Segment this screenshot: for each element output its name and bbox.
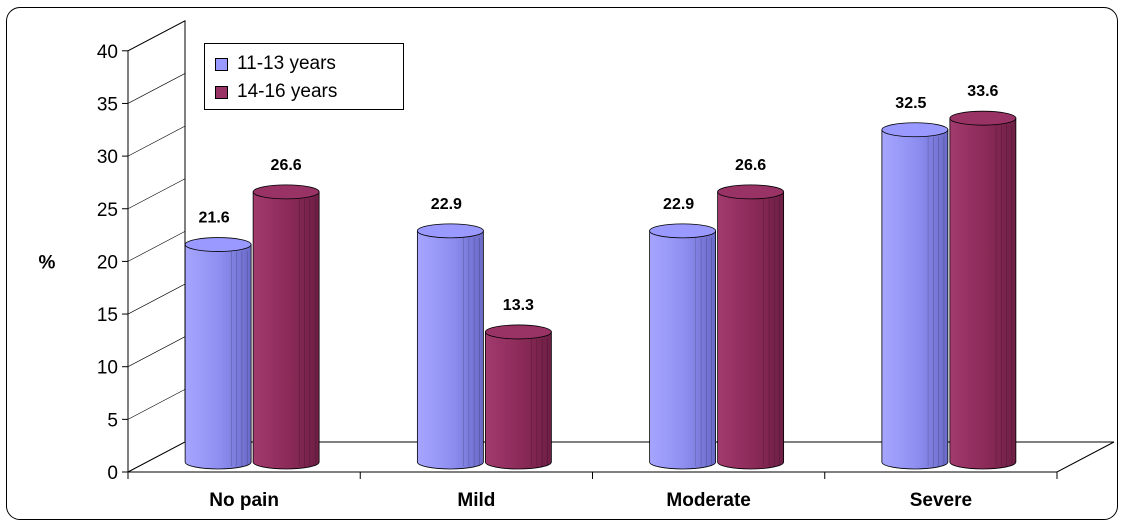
- bar-top: [949, 110, 1017, 126]
- y-depth-tick: [127, 336, 186, 367]
- bar-top: [717, 184, 785, 200]
- bar: [416, 223, 484, 470]
- y-depth-tick: [127, 125, 186, 157]
- bar-top: [484, 324, 552, 340]
- y-depth-tick: [127, 231, 186, 262]
- bar-top: [649, 223, 717, 239]
- data-label: 32.5: [895, 95, 926, 112]
- bar-body: [649, 230, 717, 470]
- data-label: 22.9: [431, 196, 462, 213]
- bar: [252, 184, 320, 470]
- bar-body: [184, 244, 252, 470]
- bar-top: [416, 223, 484, 239]
- bar-body: [484, 331, 552, 470]
- data-label: 13.3: [503, 297, 534, 314]
- y-tick-label: 5: [107, 410, 118, 431]
- bar-body: [252, 191, 320, 470]
- legend-item-series-1: 14-16 years: [215, 80, 337, 104]
- y-tick-label: 0: [107, 463, 118, 484]
- legend-swatch-series-1: [215, 85, 228, 99]
- bar: [484, 324, 552, 470]
- y-depth-tick: [127, 73, 186, 104]
- bar-body: [416, 230, 484, 470]
- legend-label-series-1: 14-16 years: [237, 81, 338, 102]
- bar-body: [717, 191, 785, 470]
- data-label: 26.6: [735, 157, 766, 174]
- data-label: 26.6: [271, 157, 302, 174]
- y-tick-label: 20: [97, 252, 118, 273]
- y-tick-label: 35: [97, 94, 118, 115]
- y-depth-tick: [127, 389, 186, 420]
- bar: [717, 184, 785, 470]
- bars: [184, 110, 1017, 470]
- bar: [184, 237, 252, 470]
- x-category-label: Mild: [457, 490, 495, 511]
- x-category-label: Severe: [910, 490, 972, 511]
- y-axis-label: %: [39, 252, 56, 273]
- bar-top: [252, 184, 320, 200]
- y-depth-tick: [127, 178, 186, 210]
- y-depth-tick: [127, 20, 186, 52]
- data-label: 21.6: [199, 210, 230, 227]
- y-tick-label: 25: [97, 200, 118, 221]
- bar-top: [881, 122, 949, 138]
- bar: [649, 223, 717, 470]
- y-tick-label: 15: [97, 305, 118, 326]
- bar-body: [881, 129, 949, 470]
- legend: 11-13 years 14-16 years: [204, 43, 404, 110]
- y-depth-tick: [127, 283, 186, 315]
- x-category-label: Moderate: [666, 490, 750, 511]
- labels: No pain 21.6 26.6 Mild 22.9 13.3 Moderate 22.9 2…: [199, 83, 999, 511]
- legend-swatch-series-0: [215, 57, 228, 71]
- bar: [949, 110, 1017, 470]
- x-category-label: No pain: [209, 490, 279, 511]
- y-tick-label: 40: [97, 42, 118, 63]
- y-depth-tick: [127, 441, 186, 473]
- legend-label-series-0: 11-13 years: [237, 53, 336, 74]
- legend-item-series-0: 11-13 years: [215, 52, 336, 76]
- y-tick-label: 30: [97, 147, 118, 168]
- y-tick-label: 10: [97, 358, 118, 379]
- axes: 0 5 10 15 20 25 30 35 40%: [39, 19, 1115, 484]
- bar-top: [184, 237, 252, 252]
- bar-body: [949, 117, 1017, 470]
- bar: [881, 122, 949, 470]
- data-label: 33.6: [967, 83, 998, 100]
- data-label: 22.9: [663, 196, 694, 213]
